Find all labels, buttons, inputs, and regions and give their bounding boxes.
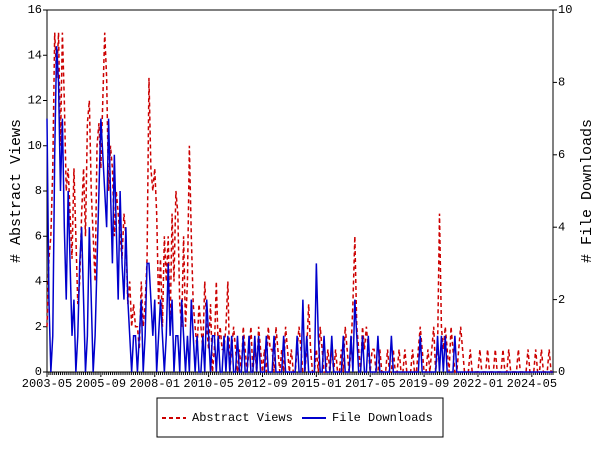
x-tick-label: 2022-01 xyxy=(453,377,503,391)
y-axis-title: # Abstract Views xyxy=(8,119,25,263)
y-tick-label: 12 xyxy=(28,94,42,108)
y-tick-label: 8 xyxy=(35,184,42,198)
y2-tick-label: 8 xyxy=(558,76,565,90)
y2-tick-label: 6 xyxy=(558,148,565,162)
x-tick-label: 2019-09 xyxy=(399,377,449,391)
y2-tick-label: 4 xyxy=(558,220,565,234)
x-tick-label: 2017-05 xyxy=(345,377,395,391)
x-tick-label: 2012-09 xyxy=(237,377,287,391)
x-tick-label: 2024-05 xyxy=(507,377,557,391)
series-line xyxy=(46,32,553,373)
y-tick-label: 14 xyxy=(28,48,42,62)
y2-tick-label: 10 xyxy=(558,3,572,17)
plot-frame xyxy=(46,9,554,373)
y-tick-label: 4 xyxy=(35,275,42,289)
y-tick-label: 10 xyxy=(28,139,42,153)
x-tick-label: 2003-05 xyxy=(22,377,72,391)
y-tick-label: 2 xyxy=(35,320,42,334)
y-tick-label: 0 xyxy=(35,365,42,379)
y-tick-label: 6 xyxy=(35,229,42,243)
x-tick-label: 2005-09 xyxy=(76,377,126,391)
y2-tick-label: 0 xyxy=(558,365,565,379)
legend-label: File Downloads xyxy=(332,411,433,425)
x-tick-label: 2010-05 xyxy=(183,377,233,391)
x-tick-label: 2015-01 xyxy=(291,377,341,391)
legend-box xyxy=(156,397,444,438)
x-tick-label: 2008-01 xyxy=(130,377,180,391)
y-tick-label: 16 xyxy=(28,3,42,17)
legend-label: Abstract Views xyxy=(192,411,293,425)
y2-axis-title: # File Downloads xyxy=(579,119,596,263)
y2-tick-label: 2 xyxy=(558,293,565,307)
series-line xyxy=(46,46,553,373)
